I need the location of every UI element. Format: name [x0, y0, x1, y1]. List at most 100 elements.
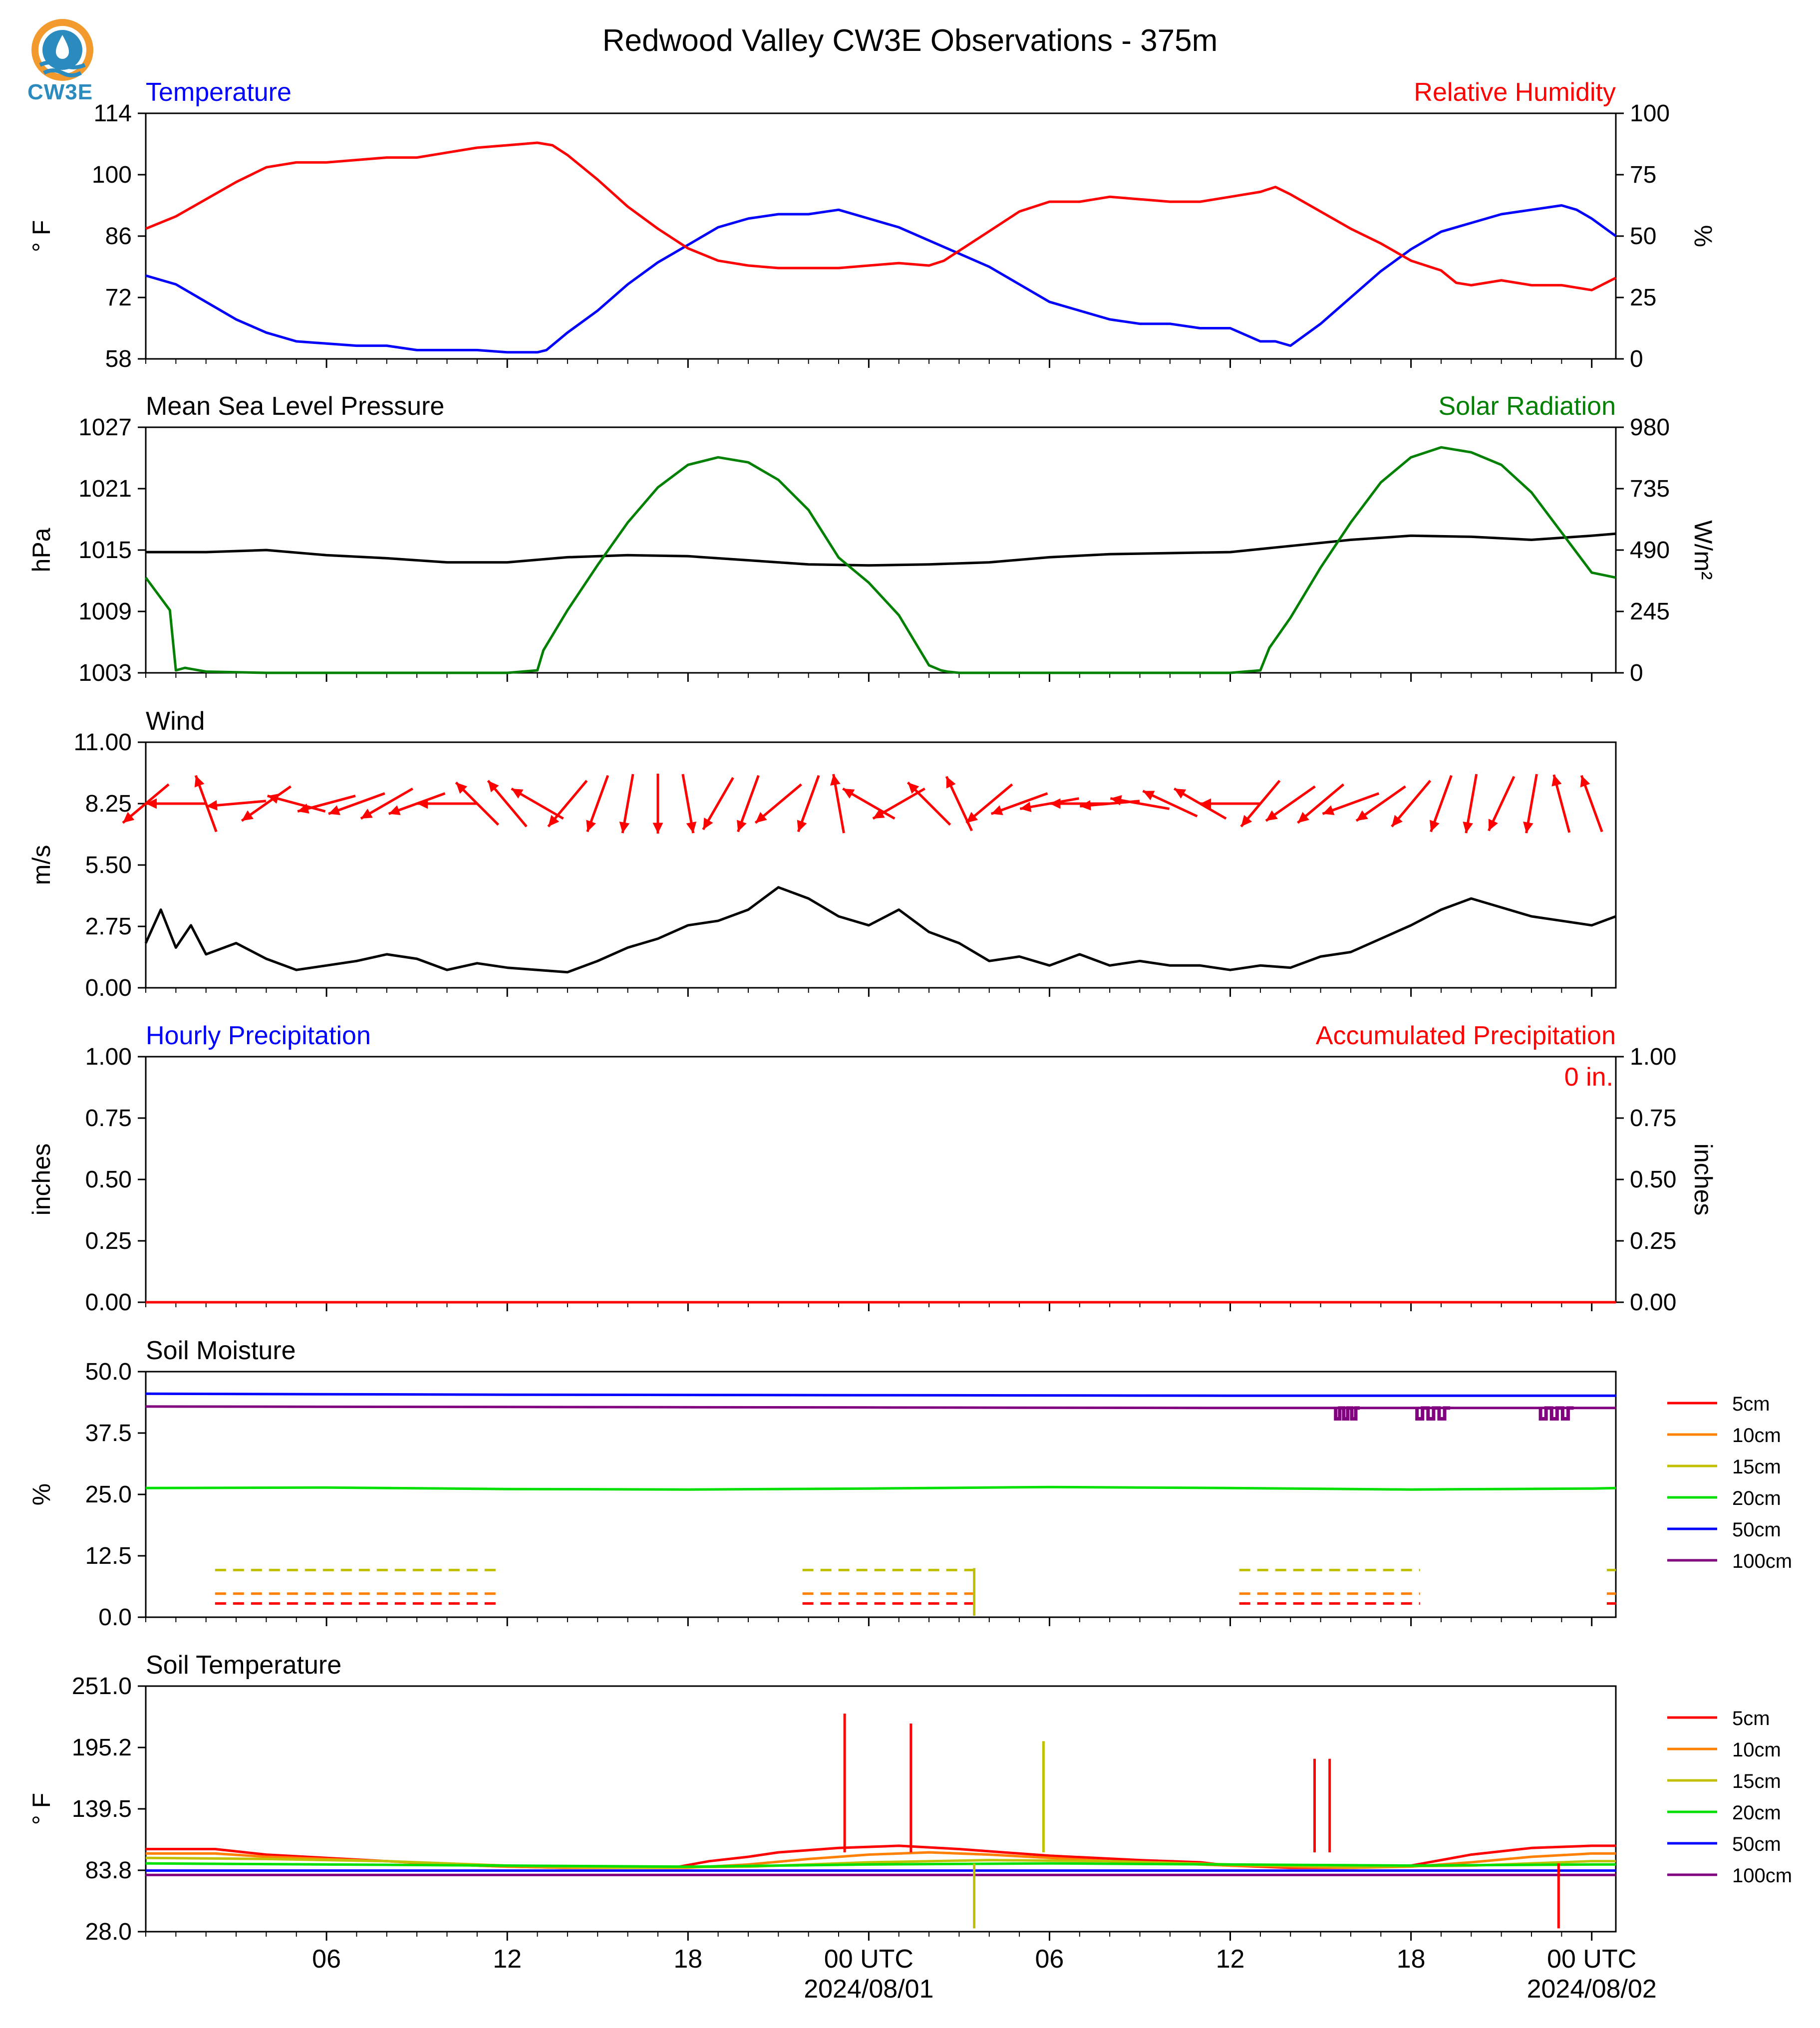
- legend-label: 5cm: [1732, 1393, 1770, 1415]
- ylabel-left: inches: [27, 1144, 55, 1216]
- wind-arrow-head: [873, 809, 885, 819]
- ytick-label-left: 37.5: [85, 1420, 132, 1447]
- legend-label: 10cm: [1732, 1425, 1781, 1447]
- ytick-label-left: 139.5: [72, 1796, 132, 1822]
- wind-arrow-head: [456, 782, 468, 794]
- dip-mark: [1334, 1406, 1360, 1421]
- ylabel-left: ° F: [27, 220, 55, 252]
- wind-arrow-head: [1110, 795, 1122, 806]
- wind-arrow-head: [586, 820, 596, 832]
- panel-title-left: Soil Temperature: [146, 1651, 341, 1680]
- date-label: 2024/08/02: [1527, 1975, 1657, 2004]
- panel-title-right: Solar Radiation: [1438, 392, 1616, 421]
- wind-arrow-head: [194, 775, 205, 788]
- ytick-label-left: 25.0: [85, 1481, 132, 1508]
- ytick-label-right: 0.00: [1630, 1289, 1676, 1316]
- series-line-1: [144, 446, 1616, 674]
- ytick-label-left: 1009: [78, 598, 132, 625]
- ytick-label-left: 0.50: [85, 1166, 132, 1193]
- plot-frame: [145, 1685, 1617, 1933]
- dip-mark: [1538, 1406, 1574, 1421]
- wind-arrow-head: [417, 798, 428, 809]
- xtick-label: 06: [1035, 1945, 1064, 1974]
- wind-arrow-head: [1297, 812, 1309, 823]
- wind-arrow-head: [1266, 810, 1278, 821]
- wind-arrow-head: [123, 812, 135, 823]
- wind-arrow-head: [1049, 798, 1061, 809]
- ytick-label-right: 25: [1630, 285, 1656, 311]
- dip-mark: [1415, 1406, 1451, 1421]
- panel-title-left: Hourly Precipitation: [146, 1021, 371, 1050]
- panel-wind: Wind 0.00 2.75 5.50 8.25 11.00 m/s: [27, 707, 1617, 1001]
- ytick-label-left: 195.2: [72, 1735, 132, 1761]
- xtick-label: 12: [1216, 1945, 1245, 1974]
- ytick-label-left: 5.50: [85, 852, 132, 878]
- panel-title-left: Temperature: [146, 78, 292, 107]
- plot-frame: [145, 1056, 1617, 1303]
- precip-annotation: 0 in.: [1564, 1063, 1613, 1092]
- panel-title-left: Mean Sea Level Pressure: [146, 392, 444, 421]
- xtick-label: 00 UTC: [1547, 1945, 1636, 1974]
- series-line-1: [145, 1405, 1616, 1410]
- wind-arrow-head: [1322, 805, 1335, 815]
- wind-arrow-head: [1143, 791, 1155, 801]
- page-title: Redwood Valley CW3E Observations - 375m: [603, 23, 1218, 58]
- wind-arrow-head: [1523, 821, 1533, 834]
- wind-arrow-head: [328, 805, 340, 815]
- wind-arrow-head: [1551, 775, 1562, 787]
- panel-soil_temperature: Soil Temperature 28.0 83.8 139.5 195.2 251.0 °…: [27, 1651, 1792, 2004]
- logo-icon: [31, 19, 93, 81]
- legend-label: 100cm: [1732, 1865, 1792, 1887]
- wind-arrow-head: [991, 805, 1003, 815]
- wind-arrow-head: [1020, 802, 1032, 812]
- xtick-label: 18: [673, 1945, 702, 1974]
- ytick-label-right: 1.00: [1630, 1044, 1676, 1070]
- ytick-label-right: 75: [1630, 162, 1656, 188]
- legend-label: 15cm: [1732, 1770, 1781, 1792]
- wind-arrow-head: [755, 812, 767, 823]
- panel-title-right: Accumulated Precipitation: [1316, 1021, 1616, 1050]
- plot-frame: [145, 741, 1617, 989]
- wind-arrow-head: [1463, 821, 1473, 834]
- logo-text: CW3E: [27, 80, 93, 104]
- xtick-label: 18: [1397, 1945, 1426, 1974]
- wind-arrow-head: [1200, 798, 1212, 809]
- ytick-label-left: 0.00: [85, 975, 132, 1001]
- series-line-1: [145, 141, 1617, 291]
- ylabel-left: m/s: [27, 845, 55, 885]
- ytick-label-left: 50.0: [85, 1359, 132, 1385]
- ytick-label-left: 114: [93, 100, 132, 127]
- date-label: 2024/08/01: [804, 1975, 933, 2004]
- ytick-label-left: 2.75: [85, 913, 132, 940]
- wind-arrow-head: [146, 798, 157, 809]
- wind-arrow-head: [703, 818, 713, 830]
- wind-arrow-head: [1356, 810, 1368, 821]
- ylabel-left: %: [27, 1483, 55, 1505]
- wind-arrow-head: [619, 821, 630, 834]
- wind-arrow-head: [686, 821, 697, 834]
- ytick-label-right: 735: [1630, 476, 1670, 502]
- wind-arrow-head: [843, 789, 855, 799]
- ytick-label-left: 1.00: [85, 1044, 132, 1070]
- ytick-label-right: 0.75: [1630, 1105, 1676, 1132]
- panel-precip: Hourly Precipitation Accumulated Precipit…: [27, 1021, 1717, 1316]
- xtick-label: 06: [312, 1945, 341, 1974]
- legend-label: 20cm: [1732, 1487, 1781, 1509]
- series-line-3: [145, 1862, 1616, 1868]
- ytick-label-left: 58: [105, 346, 132, 372]
- ylabel-right: inches: [1689, 1144, 1717, 1216]
- ytick-label-right: 0: [1630, 346, 1643, 372]
- ytick-label-right: 0.25: [1630, 1228, 1676, 1254]
- ylabel-right: W/m²: [1689, 520, 1717, 579]
- wind-arrow-head: [737, 820, 747, 832]
- series-line-0: [145, 204, 1617, 354]
- ytick-label-left: 0.25: [85, 1228, 132, 1254]
- series-line-0: [144, 886, 1616, 974]
- panel-title-left: Wind: [146, 707, 205, 736]
- ytick-label-left: 1027: [78, 414, 132, 441]
- wind-arrow-head: [206, 800, 218, 811]
- ytick-label-right: 490: [1630, 537, 1670, 564]
- panel-title-right: Relative Humidity: [1414, 78, 1616, 107]
- ytick-label-left: 83.8: [85, 1857, 132, 1884]
